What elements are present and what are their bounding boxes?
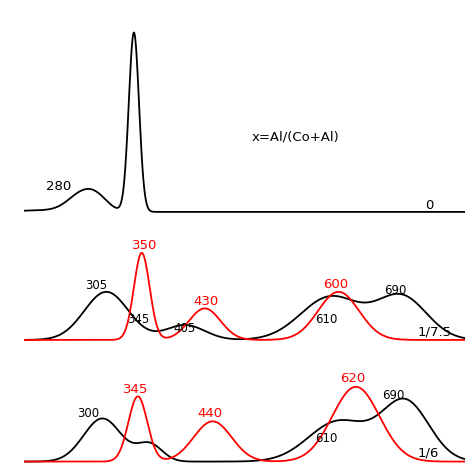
Text: 610: 610 [315, 313, 337, 326]
Text: 0: 0 [425, 199, 434, 212]
Text: 1/7.5: 1/7.5 [417, 326, 451, 339]
Text: 345: 345 [123, 383, 148, 396]
Text: 440: 440 [197, 408, 222, 420]
Text: 600: 600 [323, 278, 348, 291]
Text: 405: 405 [173, 322, 195, 335]
Text: 300: 300 [77, 407, 100, 419]
Text: 610: 610 [315, 432, 337, 446]
Text: 280: 280 [46, 180, 71, 193]
Text: 620: 620 [340, 372, 365, 385]
Text: x=Al/(Co+Al): x=Al/(Co+Al) [252, 130, 340, 143]
Text: 690: 690 [384, 284, 407, 297]
Text: 345: 345 [128, 313, 150, 326]
Text: 350: 350 [132, 239, 157, 252]
Text: 305: 305 [85, 279, 107, 292]
Text: 1/6: 1/6 [417, 447, 438, 460]
Text: 430: 430 [194, 295, 219, 308]
Text: 690: 690 [382, 389, 404, 402]
